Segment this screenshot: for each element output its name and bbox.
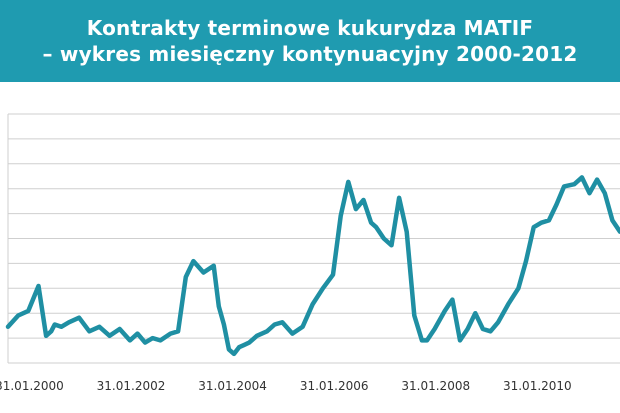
- title-banner: Kontrakty terminowe kukurydza MATIF – wy…: [0, 0, 620, 82]
- line-chart: 31.01.2000 31.01.2002 31.01.2004 31.01.2006…: [0, 113, 620, 393]
- chart-title-line-1: Kontrakty terminowe kukurydza MATIF: [86, 16, 534, 40]
- series-layer: [5, 175, 620, 357]
- x-tick-label: 31.01.2006: [300, 379, 369, 393]
- x-tick-label: 31.01.2010: [503, 379, 572, 393]
- x-tick-label: 31.01.2002: [97, 379, 166, 393]
- chart-title-line-2: – wykres miesięczny kontynuacyjny 2000-2…: [42, 42, 578, 66]
- series-line: [5, 175, 620, 357]
- x-tick-label: 31.01.2008: [401, 379, 470, 393]
- chart-grid: [7, 113, 620, 364]
- x-tick-label: 31.01.2000: [0, 379, 64, 393]
- x-axis-tick-labels: 31.01.2000 31.01.2002 31.01.2004 31.01.2006…: [0, 379, 572, 393]
- x-tick-label: 31.01.2004: [198, 379, 267, 393]
